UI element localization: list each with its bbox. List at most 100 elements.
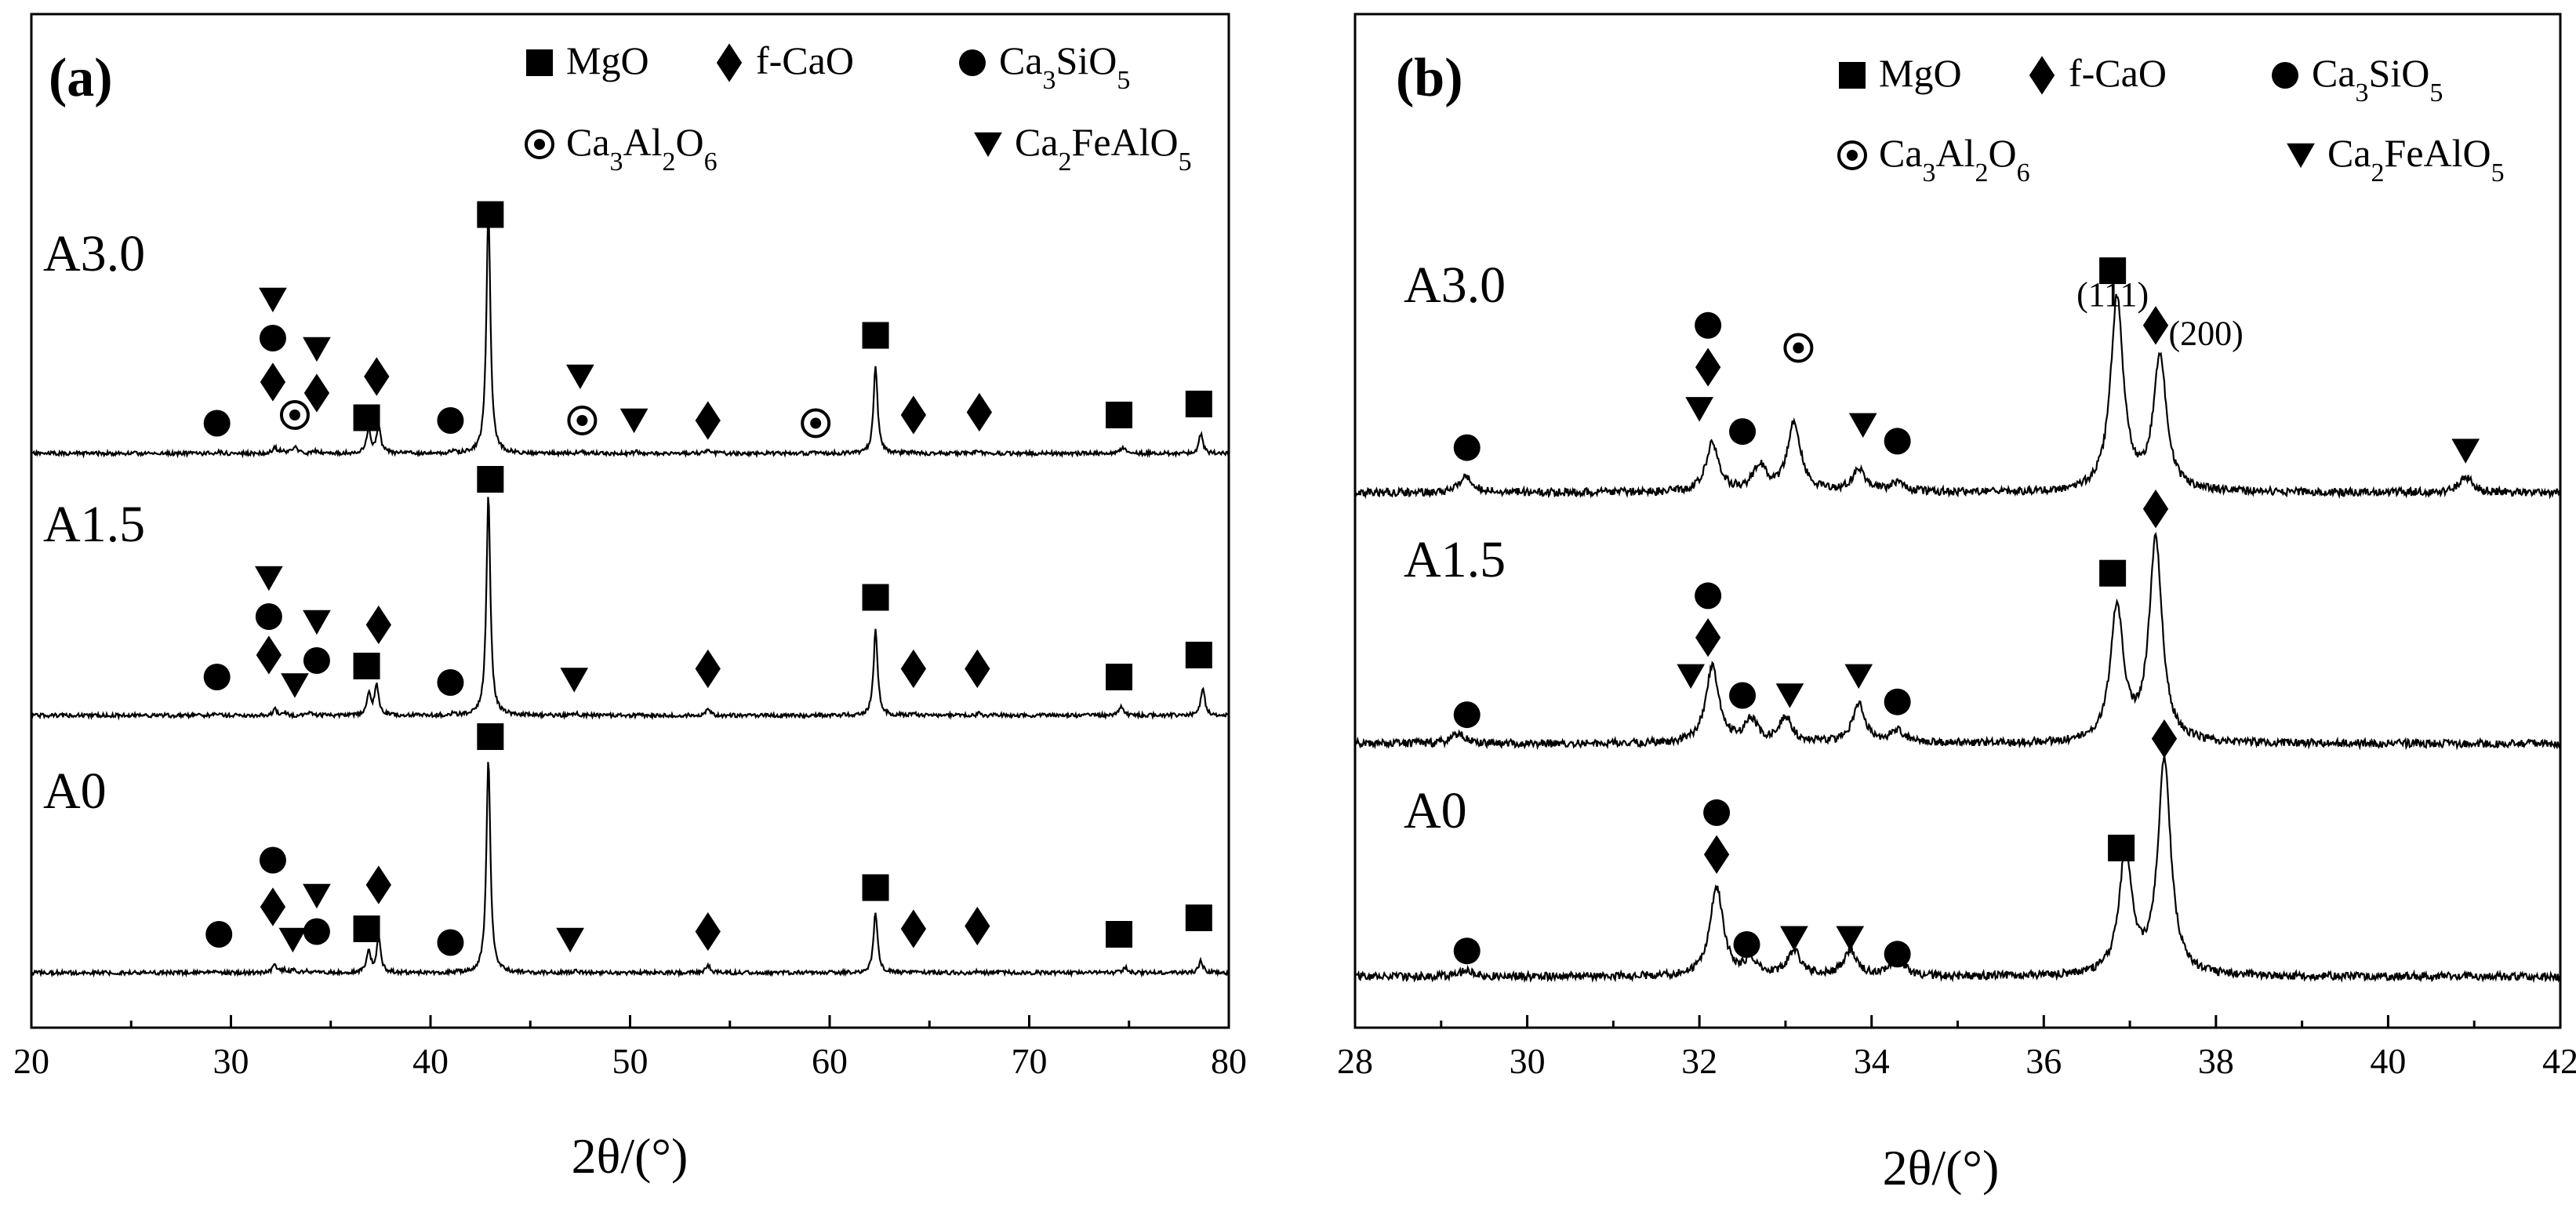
peak-marker-triangle xyxy=(278,927,307,953)
peak-marker-diamond xyxy=(2142,490,2169,529)
peak-marker-triangle xyxy=(259,287,287,313)
peak-marker-diamond xyxy=(365,605,391,645)
peak-marker-circle xyxy=(1729,418,1757,446)
series-label: A1.5 xyxy=(43,496,145,553)
legend-circle-marker xyxy=(959,49,986,76)
peak-marker-triangle xyxy=(566,364,594,390)
peak-marker-dotcircle xyxy=(801,408,831,439)
legend-circle-marker xyxy=(2272,62,2298,89)
peak-marker-diamond xyxy=(1695,618,1721,657)
peak-marker-circle xyxy=(1695,582,1722,610)
peak-marker-triangle xyxy=(1780,926,1808,951)
x-axis-label: 2θ/(°) xyxy=(572,1128,689,1184)
x-tick-label: 30 xyxy=(213,1041,249,1081)
x-tick-label: 42 xyxy=(2542,1041,2576,1081)
peak-marker-square xyxy=(1106,921,1133,948)
peak-marker-diamond xyxy=(1703,835,1730,874)
peak-marker-square xyxy=(353,915,380,942)
peak-marker-triangle xyxy=(556,927,584,953)
peak-marker-circle xyxy=(259,325,286,351)
peak-marker-circle xyxy=(1884,688,1911,715)
peak-marker-dotcircle xyxy=(567,406,598,435)
peak-marker-diamond xyxy=(965,649,990,689)
peak-marker-diamond xyxy=(303,373,330,413)
peak-marker-diamond xyxy=(695,649,721,689)
peak-marker-square xyxy=(1106,402,1133,428)
peak-marker-square xyxy=(477,466,504,493)
peak-marker-square xyxy=(1185,391,1212,417)
peak-marker-diamond xyxy=(364,357,390,396)
peak-marker-circle xyxy=(1884,941,1911,968)
peak-marker-diamond xyxy=(1695,348,1721,387)
legend-label: MgO xyxy=(566,38,649,82)
peak-marker-triangle xyxy=(1848,413,1877,439)
peak-marker-diamond xyxy=(900,395,927,435)
peak-marker-circle xyxy=(1453,701,1481,729)
peak-marker-circle xyxy=(203,664,231,690)
peak-marker-triangle xyxy=(1677,664,1706,690)
peak-marker-circle xyxy=(1703,799,1731,826)
panel-label: (b) xyxy=(1396,48,1463,108)
legend-label: f-CaO xyxy=(2069,51,2167,95)
peak-marker-circle xyxy=(1729,682,1757,709)
legend-label: MgO xyxy=(1879,51,1962,95)
peak-marker-diamond xyxy=(695,912,721,952)
peak-marker-diamond xyxy=(365,865,391,905)
peak-marker-triangle xyxy=(255,566,283,591)
x-axis-label: 2θ/(°) xyxy=(1883,1140,2000,1196)
series-line-A1-5 xyxy=(1353,532,2561,751)
peak-marker-square xyxy=(477,723,504,750)
series-label: A3.0 xyxy=(43,225,145,282)
legend-square-marker xyxy=(526,49,553,76)
peak-marker-square xyxy=(1106,664,1133,690)
peak-marker-diamond xyxy=(260,362,286,402)
series-label: A1.5 xyxy=(1404,531,1506,588)
series-line-A3-0 xyxy=(1353,293,2561,500)
peak-marker-square xyxy=(2099,257,2127,285)
peak-marker-triangle xyxy=(1685,397,1713,422)
peak-marker-circle xyxy=(1695,311,1722,339)
series-label: A0 xyxy=(1404,782,1467,839)
peak-marker-triangle xyxy=(2451,439,2480,464)
peak-marker-circle xyxy=(1884,428,1911,455)
peak-marker-circle xyxy=(203,409,231,437)
legend-diamond-marker xyxy=(716,43,743,82)
peak-marker-circle xyxy=(1453,937,1481,965)
peak-marker-diamond xyxy=(965,906,990,946)
peak-marker-circle xyxy=(255,603,282,630)
x-tick-label: 34 xyxy=(1854,1041,1890,1081)
peak-marker-triangle xyxy=(1844,664,1873,690)
peak-marker-diamond xyxy=(256,635,282,675)
peak-marker-triangle xyxy=(281,673,309,698)
x-tick-label: 60 xyxy=(812,1041,848,1081)
peak-marker-triangle xyxy=(560,668,589,693)
x-tick-label: 32 xyxy=(1681,1041,1717,1081)
x-tick-label: 30 xyxy=(1510,1041,1546,1081)
legend-diamond-marker xyxy=(2029,56,2055,95)
peak-marker-square xyxy=(862,874,889,901)
peak-marker-square xyxy=(2099,559,2127,587)
peak-marker-dotcircle xyxy=(1783,333,1814,363)
x-tick-label: 28 xyxy=(1337,1041,1373,1081)
x-tick-label: 50 xyxy=(612,1041,649,1081)
series-line-A3-0 xyxy=(31,209,1230,459)
peak-marker-square xyxy=(862,584,889,611)
peak-marker-diamond xyxy=(900,909,927,948)
legend-label: f-CaO xyxy=(756,38,854,82)
peak-marker-diamond xyxy=(900,649,927,689)
peak-marker-dotcircle xyxy=(279,400,310,430)
peak-marker-circle xyxy=(1733,931,1760,958)
peak-marker-circle xyxy=(1453,434,1481,461)
peak-marker-circle xyxy=(437,929,464,956)
peak-marker-square xyxy=(477,201,504,228)
x-tick-label: 70 xyxy=(1012,1041,1048,1081)
peak-marker-diamond xyxy=(2151,719,2178,759)
peak-marker-circle xyxy=(437,407,464,434)
panel-label: (a) xyxy=(49,48,113,108)
plane-annotation: (200) xyxy=(2168,314,2243,352)
peak-marker-triangle xyxy=(1836,926,1865,951)
series-line-A0 xyxy=(1354,755,2562,984)
